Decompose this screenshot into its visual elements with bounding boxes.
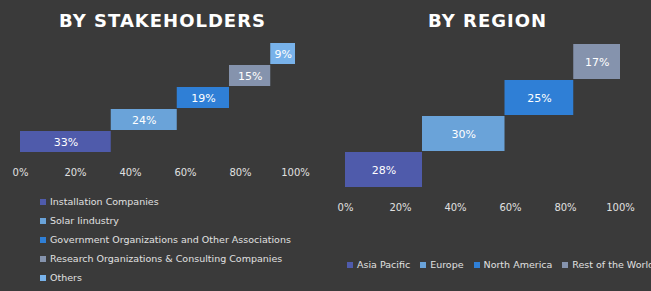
svg-text:100%: 100%	[606, 202, 635, 213]
html-text:Asia Pacific: Asia Pacific	[357, 259, 411, 270]
svg-text:20%: 20%	[389, 202, 411, 213]
svg-text:80%: 80%	[229, 167, 251, 178]
svg-text:30%: 30%	[452, 128, 476, 141]
html-text:BY REGION: BY REGION	[428, 10, 547, 31]
html-text:Research Organizations & Consu: Research Organizations & Consulting Comp…	[50, 253, 283, 264]
html-text:Installation Companies: Installation Companies	[50, 196, 159, 207]
svg-text:15%: 15%	[238, 70, 262, 83]
svg-text:40%: 40%	[119, 167, 141, 178]
html-text:Government Organizations and O: Government Organizations and Other Assoc…	[50, 234, 291, 245]
svg-text:40%: 40%	[444, 202, 466, 213]
svg-text:0%: 0%	[338, 202, 354, 213]
svg-text:9%: 9%	[274, 48, 291, 61]
svg-text:33%: 33%	[54, 136, 78, 149]
html-text:Others: Others	[50, 272, 82, 283]
svg-text:100%: 100%	[281, 167, 310, 178]
svg-text:20%: 20%	[64, 167, 86, 178]
svg-text:28%: 28%	[372, 164, 396, 177]
svg-text:19%: 19%	[191, 92, 215, 105]
html-text:BY STAKEHOLDERS: BY STAKEHOLDERS	[59, 10, 266, 31]
html-text:Europe: Europe	[430, 259, 464, 270]
svg-text:25%: 25%	[527, 92, 551, 105]
svg-text:60%: 60%	[499, 202, 521, 213]
html-text:North America: North America	[483, 259, 553, 270]
svg-text:80%: 80%	[554, 202, 576, 213]
html-text:Solar Iindustry: Solar Iindustry	[50, 215, 119, 226]
svg-text:60%: 60%	[174, 167, 196, 178]
svg-text:24%: 24%	[132, 114, 156, 127]
svg-text:0%: 0%	[13, 167, 29, 178]
svg-text:17%: 17%	[585, 56, 609, 69]
